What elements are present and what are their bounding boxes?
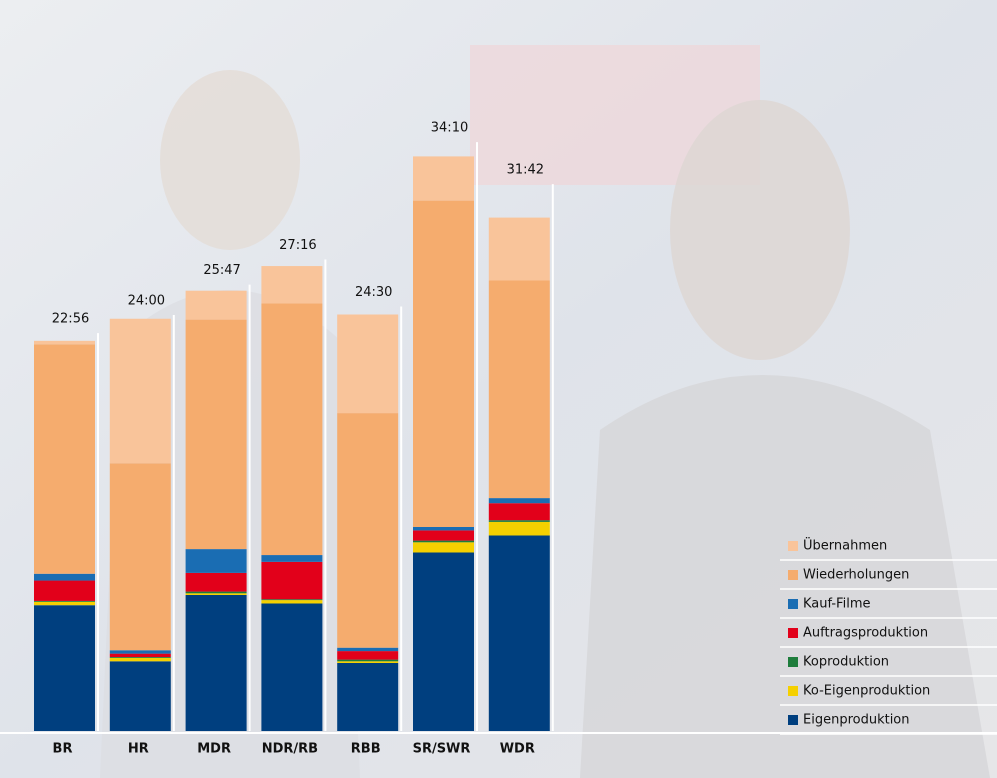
bar-segment [261,555,322,562]
bar-segment [186,593,247,595]
background-shape [670,100,850,360]
total-label: 27:16 [279,238,316,253]
bar-segment [34,344,95,574]
total-label: 24:30 [355,285,392,300]
x-tick-label: SR/SWR [413,742,471,757]
bar-segment [34,605,95,731]
bar-segment [489,520,550,522]
bar-segment [413,527,474,530]
x-tick-label: NDR/RB [262,742,318,757]
total-label: 24:00 [128,294,165,309]
bar-segment [413,553,474,732]
bar-segment [110,319,171,464]
x-tick-label: MDR [197,742,231,757]
bar-segment [34,601,95,602]
chart: 22:56 BR 24:00 HR 25:47 MDR 27:16 NDR/RB 24:30 RB… [0,0,997,778]
bar-segment [110,650,171,653]
bar-segment [186,592,247,594]
bar-segment [337,413,398,648]
legend-swatch [788,541,798,551]
bar-segment [186,595,247,731]
bar-segment [34,341,95,344]
legend-swatch [788,657,798,667]
total-label: 22:56 [52,312,89,327]
bar-segment [337,315,398,414]
x-tick-label: BR [53,742,73,757]
bar-segment [489,218,550,281]
bar-segment [489,522,550,536]
bar-segment [186,549,247,573]
bar-segment [186,573,247,592]
legend-label: Wiederholungen [803,568,909,583]
bar-segment [110,463,171,650]
bar-segment [337,663,398,731]
total-label: 31:42 [507,163,544,178]
total-label: 25:47 [203,263,240,278]
bar-segment [413,541,474,543]
bar-segment [413,542,474,552]
legend-label: Eigenproduktion [803,713,910,728]
bar-segment [261,266,322,303]
x-tick-label: RBB [351,742,381,757]
bar-segment [110,661,171,731]
bar-segment [186,320,247,549]
bar-segment [110,657,171,658]
x-tick-label: HR [128,742,149,757]
legend-swatch [788,686,798,696]
legend-label: Auftragsproduktion [803,626,928,641]
bar-segment [34,574,95,581]
bar-segment [413,201,474,527]
total-label: 34:10 [431,121,468,136]
bar-segment [261,599,322,600]
background-shape [160,70,300,250]
legend-swatch [788,715,798,725]
legend-label: Ko-Eigenproduktion [803,684,930,699]
bar-segment [413,530,474,540]
legend-swatch [788,570,798,580]
bar-segment [261,600,322,603]
bar-segment [337,661,398,663]
bar-segment [337,651,398,660]
bar-segment [34,581,95,601]
bar-segment [489,536,550,732]
legend-label: Übernahmen [803,537,887,554]
bar-segment [110,658,171,661]
legend-swatch [788,599,798,609]
bar-segment [489,503,550,520]
bar-segment [337,648,398,651]
bar-segment [261,604,322,732]
bar-segment [337,660,398,662]
legend-swatch [788,628,798,638]
legend-label: Kauf-Filme [803,597,870,612]
bar-segment [489,281,550,499]
legend-label: Koproduktion [803,655,889,670]
bar-segment [413,156,474,200]
x-tick-label: WDR [500,742,535,757]
bar-segment [186,291,247,320]
bar-segment [489,498,550,503]
bar-segment [261,303,322,555]
bar-segment [110,654,171,657]
background-shape [580,375,990,778]
bar-segment [34,602,95,605]
bar-segment [261,562,322,599]
